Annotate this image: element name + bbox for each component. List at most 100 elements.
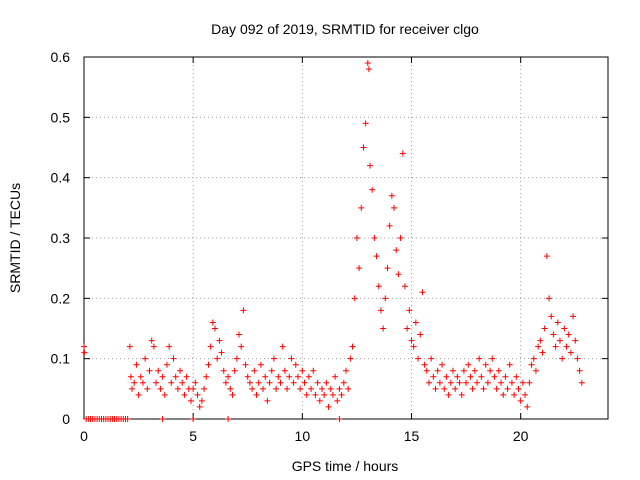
data-point <box>360 144 367 151</box>
data-point <box>336 385 343 392</box>
data-point <box>301 379 308 386</box>
data-point <box>498 379 505 386</box>
data-point <box>535 343 542 350</box>
data-point <box>170 355 177 362</box>
data-point <box>321 391 328 398</box>
data-point <box>443 373 450 380</box>
data-point <box>159 416 166 422</box>
data-point <box>504 385 511 392</box>
data-point <box>399 150 406 157</box>
data-point <box>144 385 151 392</box>
data-point <box>382 295 389 302</box>
data-point <box>358 204 365 211</box>
data-point <box>343 367 349 374</box>
data-point <box>353 235 360 241</box>
data-point <box>491 373 498 380</box>
y-axis-label: SRMTID / TECUs <box>7 183 23 293</box>
data-point <box>312 391 319 398</box>
data-point <box>316 397 323 404</box>
data-point <box>334 397 341 404</box>
data-point <box>126 343 133 350</box>
data-point <box>255 379 262 386</box>
data-point <box>441 385 448 392</box>
data-point <box>417 331 424 338</box>
data-point <box>364 60 371 67</box>
data-point <box>445 391 452 398</box>
data-point <box>325 403 332 410</box>
data-point <box>124 416 131 422</box>
data-points <box>81 60 585 422</box>
data-point <box>286 373 293 380</box>
data-point <box>449 367 456 374</box>
data-point <box>404 325 411 332</box>
data-point <box>251 367 258 374</box>
data-point <box>365 66 372 73</box>
data-point <box>277 379 284 386</box>
data-point <box>181 391 188 398</box>
data-point <box>177 367 184 374</box>
data-point <box>209 319 216 326</box>
data-point <box>452 385 459 392</box>
data-point <box>196 403 203 410</box>
x-axis-ticks: 0 5 10 15 20 <box>80 57 529 444</box>
data-point <box>550 331 557 338</box>
data-point <box>212 325 218 332</box>
data-point <box>556 337 563 344</box>
data-point <box>395 271 402 278</box>
data-point <box>511 391 518 398</box>
data-point <box>388 192 395 199</box>
data-point <box>192 379 199 386</box>
data-point <box>567 349 574 356</box>
x-tick-label: 20 <box>513 428 529 444</box>
data-point <box>412 319 419 326</box>
data-point <box>576 367 583 374</box>
data-point <box>467 373 474 380</box>
data-point <box>260 385 267 392</box>
x-axis-label: GPS time / hours <box>292 458 399 474</box>
data-point <box>574 355 581 362</box>
data-point <box>347 355 354 362</box>
data-point <box>489 355 496 362</box>
x-tick-label: 10 <box>295 428 311 444</box>
data-point <box>447 379 454 386</box>
data-point <box>482 361 489 368</box>
data-point <box>262 373 269 380</box>
data-point <box>157 385 164 392</box>
data-point <box>406 307 413 314</box>
data-point <box>539 349 546 356</box>
data-point <box>519 379 526 386</box>
x-tick-label: 5 <box>189 428 197 444</box>
data-point <box>500 391 507 398</box>
data-point <box>257 361 264 368</box>
data-point <box>137 373 144 380</box>
data-point <box>190 385 197 392</box>
data-point <box>391 204 398 211</box>
data-point <box>375 283 382 290</box>
data-point <box>541 325 548 332</box>
data-point <box>329 391 336 398</box>
data-point <box>194 391 201 398</box>
data-point <box>268 367 275 374</box>
data-point <box>526 379 533 386</box>
data-point <box>528 361 535 368</box>
data-point <box>264 397 271 404</box>
data-point <box>495 367 502 374</box>
data-point <box>299 367 306 374</box>
data-point <box>371 235 378 241</box>
data-point <box>187 397 194 404</box>
data-point <box>434 367 441 374</box>
data-point <box>166 343 173 350</box>
data-point <box>129 385 136 392</box>
y-tick-label: 0.4 <box>51 170 71 186</box>
data-point <box>532 367 539 374</box>
data-point <box>554 319 561 326</box>
data-point <box>377 307 384 314</box>
y-tick-label: 0.5 <box>51 109 71 125</box>
data-point <box>506 361 513 368</box>
data-point <box>81 349 88 356</box>
data-point <box>327 385 334 392</box>
data-point <box>552 343 559 350</box>
data-point <box>559 355 566 362</box>
data-point <box>543 253 550 260</box>
data-point <box>207 343 214 350</box>
